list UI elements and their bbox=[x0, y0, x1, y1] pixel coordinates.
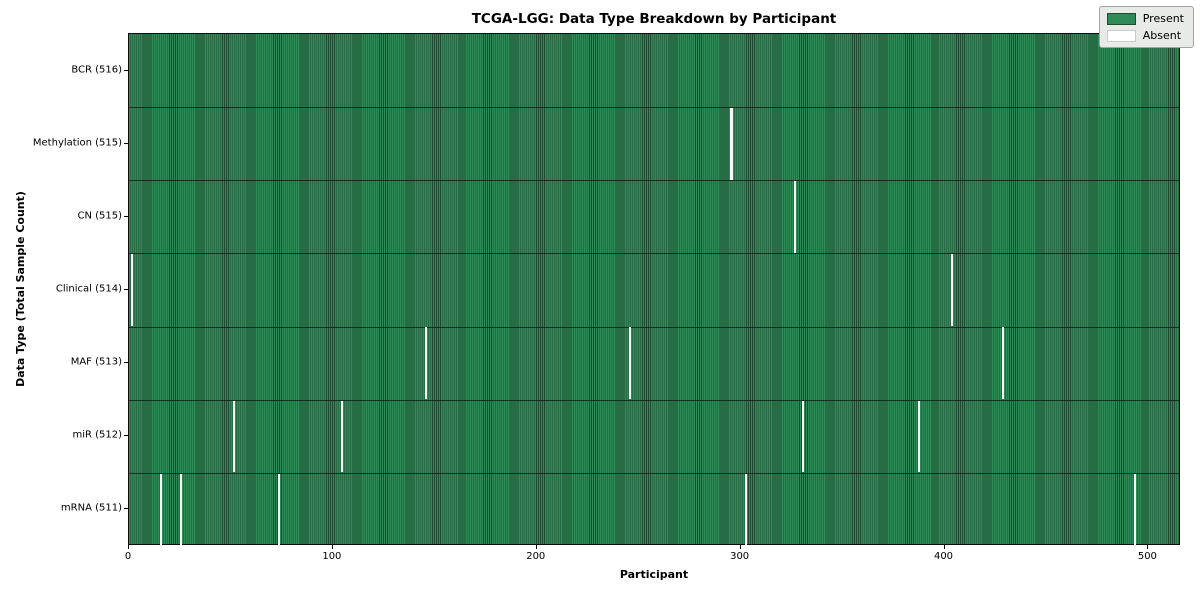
y-tick-label-BCR: BCR (516) bbox=[71, 64, 122, 76]
x-tick-mark bbox=[331, 545, 333, 549]
y-tick-label-miR: miR (512) bbox=[72, 429, 122, 441]
absent-cell-mRNA-73 bbox=[277, 473, 280, 546]
y-tick-mark bbox=[124, 508, 128, 510]
legend-label-absent: Absent bbox=[1142, 29, 1182, 42]
row-separator bbox=[129, 180, 1179, 182]
legend-swatch-absent bbox=[1106, 29, 1136, 42]
y-axis-label: Data Type (Total Sample Count) bbox=[14, 191, 27, 387]
legend-label-present: Present bbox=[1142, 12, 1184, 25]
absent-cell-mRNA-15 bbox=[159, 473, 162, 546]
x-tick-mark bbox=[739, 545, 741, 549]
y-tick-label-CN: CN (515) bbox=[77, 210, 122, 222]
absent-cell-miR-51 bbox=[232, 400, 236, 473]
absent-cell-MAF-428 bbox=[1001, 327, 1004, 400]
legend-item-absent: Absent bbox=[1106, 29, 1184, 42]
x-tick-label-100: 100 bbox=[322, 551, 342, 562]
plot-area bbox=[128, 33, 1180, 546]
y-tick-label-Methylation: Methylation (515) bbox=[32, 137, 122, 149]
x-tick-mark bbox=[943, 545, 945, 549]
row-separator bbox=[129, 107, 1179, 109]
x-tick-label-400: 400 bbox=[933, 551, 954, 562]
absent-cell-mRNA-493 bbox=[1134, 473, 1137, 546]
x-tick-label-200: 200 bbox=[526, 551, 546, 562]
absent-cell-Clinical-403 bbox=[950, 254, 953, 326]
y-tick-label-mRNA: mRNA (511) bbox=[60, 502, 122, 514]
absent-cell-CN-326 bbox=[793, 181, 796, 253]
absent-cell-Methylation-295 bbox=[730, 107, 733, 180]
absent-cell-miR-104 bbox=[341, 400, 344, 473]
absent-cell-mRNA-25 bbox=[179, 473, 183, 546]
x-axis-label: Participant bbox=[619, 568, 689, 581]
absent-cell-mRNA-302 bbox=[744, 473, 747, 546]
x-tick-label-0: 0 bbox=[124, 551, 132, 562]
x-tick-mark bbox=[535, 545, 537, 549]
absent-cell-miR-330 bbox=[801, 400, 804, 473]
absent-cell-miR-387 bbox=[918, 400, 921, 473]
absent-cell-Clinical-1 bbox=[131, 254, 134, 326]
y-tick-mark bbox=[124, 362, 128, 364]
y-tick-label-Clinical: Clinical (514) bbox=[55, 283, 122, 295]
absent-cell-MAF-145 bbox=[424, 327, 427, 400]
row-separator bbox=[129, 472, 1179, 474]
legend-swatch-present bbox=[1106, 12, 1136, 25]
y-tick-mark bbox=[124, 142, 128, 144]
x-tick-label-300: 300 bbox=[730, 551, 750, 562]
row-separator bbox=[129, 326, 1179, 328]
absent-cell-MAF-245 bbox=[628, 327, 631, 400]
legend-item-present: Present bbox=[1106, 12, 1184, 25]
chart-title: TCGA-LGG: Data Type Breakdown by Partici… bbox=[471, 11, 837, 27]
y-tick-label-MAF: MAF (513) bbox=[70, 356, 122, 368]
y-tick-mark bbox=[124, 215, 128, 217]
y-tick-mark bbox=[124, 289, 128, 290]
legend: Present Absent bbox=[1098, 6, 1194, 48]
row-separator bbox=[129, 399, 1179, 401]
y-tick-mark bbox=[124, 69, 128, 71]
y-tick-mark bbox=[124, 435, 128, 437]
x-tick-label-500: 500 bbox=[1137, 551, 1157, 562]
row-separator bbox=[129, 253, 1179, 255]
x-tick-mark bbox=[1147, 545, 1149, 549]
x-tick-mark bbox=[128, 545, 129, 549]
